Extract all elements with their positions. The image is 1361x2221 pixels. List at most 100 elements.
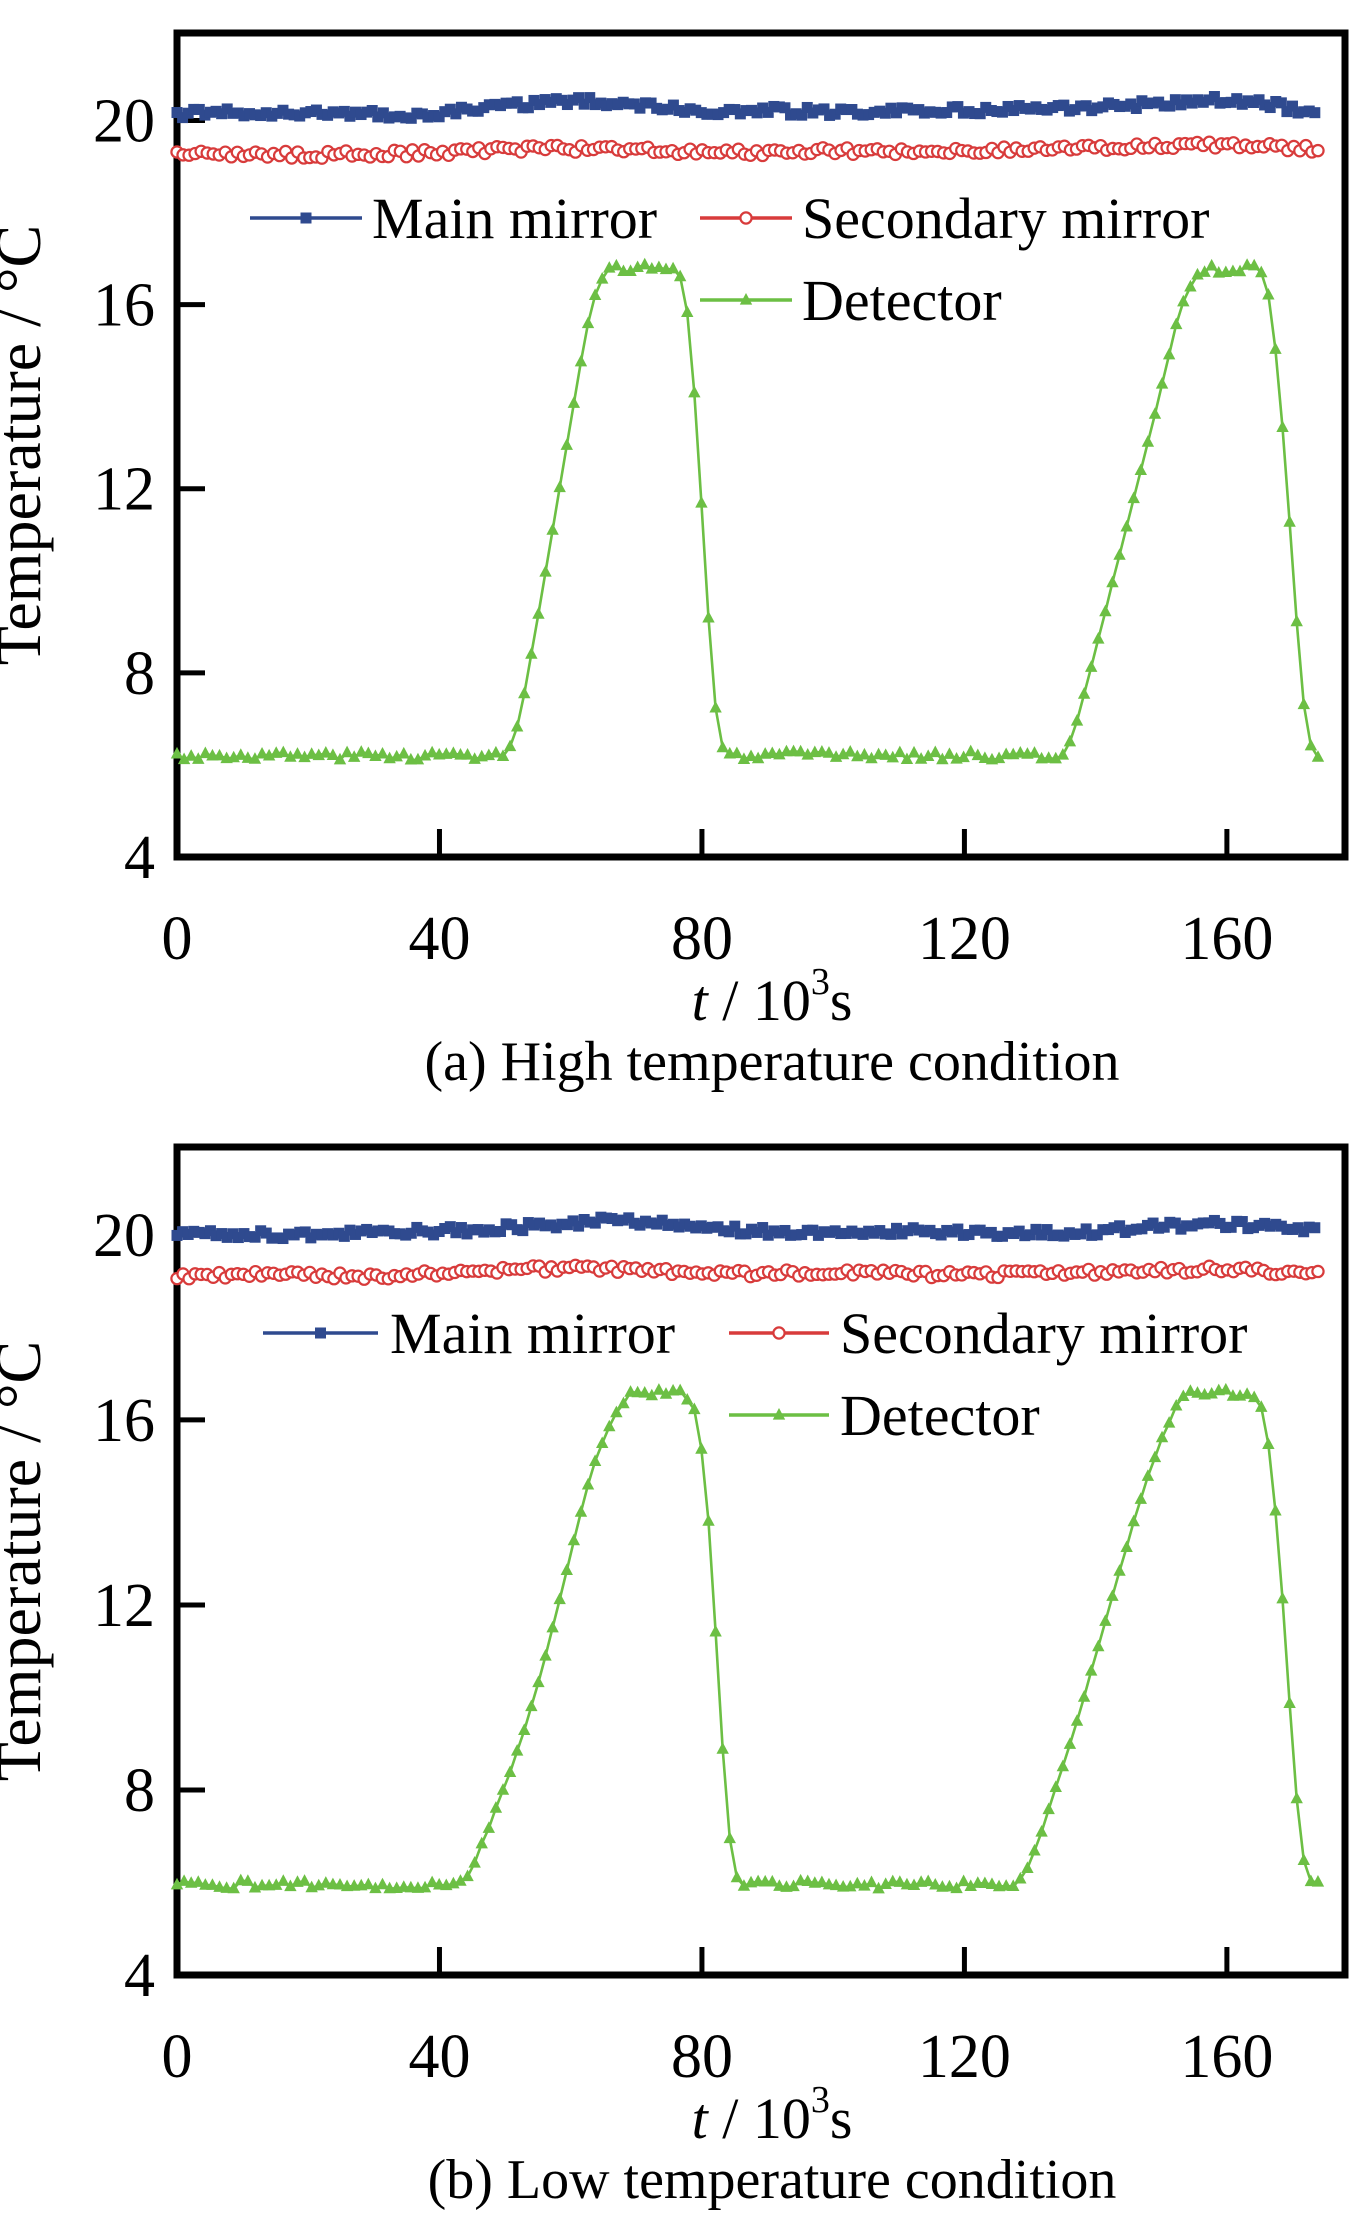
triangle-marker: [886, 750, 899, 763]
panel-caption-a: (a) High temperature condition: [424, 1031, 1119, 1093]
triangle-marker: [744, 749, 758, 762]
square-marker: [1197, 1217, 1209, 1229]
square-marker: [617, 96, 629, 108]
square-marker: [1192, 94, 1204, 106]
square-marker: [338, 1230, 350, 1242]
square-marker: [985, 105, 997, 117]
square-marker: [494, 1225, 506, 1237]
square-marker: [701, 108, 713, 120]
triangle-marker: [482, 1821, 496, 1833]
square-marker: [573, 1220, 585, 1232]
square-marker: [366, 1227, 378, 1239]
square-marker: [667, 1218, 679, 1230]
square-marker: [244, 108, 256, 120]
legend-entry-secondary-mirror: Secondary mirror: [700, 186, 1209, 251]
square-marker: [600, 1212, 612, 1224]
triangle-marker: [510, 719, 524, 732]
square-marker: [662, 1219, 674, 1231]
square-marker: [1086, 1229, 1098, 1241]
square-marker: [690, 1222, 702, 1234]
y-tick-label: 4: [124, 1942, 155, 2010]
square-marker: [1158, 100, 1170, 112]
square-marker: [204, 1225, 216, 1237]
square-marker: [712, 109, 724, 121]
triangle-marker: [702, 1514, 715, 1526]
triangle-marker: [737, 1879, 751, 1891]
triangle-marker: [815, 1875, 829, 1888]
triangle-marker: [936, 752, 949, 765]
square-marker: [941, 107, 953, 119]
x-axis-label-symbol: t: [692, 968, 710, 1033]
square-marker: [1164, 1216, 1176, 1228]
triangle-marker: [340, 745, 354, 758]
triangle-marker: [652, 260, 666, 273]
triangle-marker: [978, 751, 992, 763]
square-marker: [1292, 1222, 1304, 1234]
legend-label-main-mirror: Main mirror: [390, 1301, 675, 1366]
triangle-marker: [1049, 751, 1062, 764]
square-marker: [489, 98, 501, 110]
square-marker: [467, 1224, 479, 1236]
square-marker: [974, 108, 986, 120]
square-marker: [1175, 99, 1187, 111]
square-marker: [500, 1218, 512, 1230]
triangle-marker: [964, 744, 977, 757]
triangle-marker: [518, 1723, 531, 1736]
triangle-marker: [1283, 1696, 1296, 1708]
triangle-marker: [893, 1875, 907, 1887]
square-marker: [1153, 96, 1165, 108]
square-marker: [338, 105, 350, 117]
square-marker: [584, 1216, 596, 1228]
square-marker: [623, 1212, 635, 1224]
square-marker: [188, 1225, 200, 1237]
triangle-marker: [454, 1874, 467, 1886]
triangle-marker: [418, 748, 432, 761]
square-marker: [835, 1228, 847, 1240]
square-marker: [1181, 94, 1193, 106]
square-marker: [578, 1214, 590, 1226]
square-marker: [980, 101, 992, 113]
square-marker: [824, 1226, 836, 1238]
square-marker: [573, 92, 585, 104]
square-marker: [980, 1227, 992, 1239]
square-marker: [227, 107, 239, 119]
triangle-marker: [865, 1875, 878, 1888]
triangle-marker: [1255, 1400, 1268, 1412]
triangle-marker: [1290, 614, 1303, 627]
square-marker: [1075, 1228, 1087, 1240]
square-marker: [1275, 1220, 1287, 1232]
triangle-marker: [241, 1874, 255, 1886]
y-axis-label: Temperature / °C: [0, 225, 54, 666]
square-marker: [902, 1225, 914, 1237]
triangle-marker: [1162, 1416, 1176, 1428]
triangle-marker: [673, 269, 687, 282]
triangle-marker: [567, 1533, 581, 1546]
square-marker: [1220, 1222, 1232, 1234]
square-marker: [874, 105, 886, 117]
square-marker: [957, 1229, 969, 1241]
square-marker: [461, 1228, 473, 1240]
triangle-marker: [666, 261, 680, 274]
square-marker: [1097, 101, 1109, 113]
square-marker: [1208, 1214, 1220, 1226]
square-marker: [829, 108, 841, 120]
square-marker: [171, 107, 183, 119]
square-marker: [1203, 1217, 1215, 1229]
square-marker: [1298, 1226, 1310, 1238]
triangle-marker: [1262, 1437, 1275, 1450]
triangle-marker: [1304, 738, 1318, 751]
square-marker: [405, 1227, 417, 1239]
triangle-marker: [921, 749, 935, 761]
triangle-marker: [1113, 548, 1126, 560]
square-marker: [1102, 97, 1114, 109]
triangle-marker: [964, 1879, 977, 1891]
plot-frame: [173, 29, 1349, 861]
triangle-marker: [284, 750, 297, 762]
triangle-marker: [489, 745, 503, 758]
square-marker: [506, 97, 518, 109]
square-marker: [238, 110, 250, 122]
square-marker: [561, 99, 573, 111]
triangle-marker: [681, 305, 694, 318]
square-marker: [316, 1229, 328, 1241]
triangle-marker: [475, 1836, 488, 1849]
